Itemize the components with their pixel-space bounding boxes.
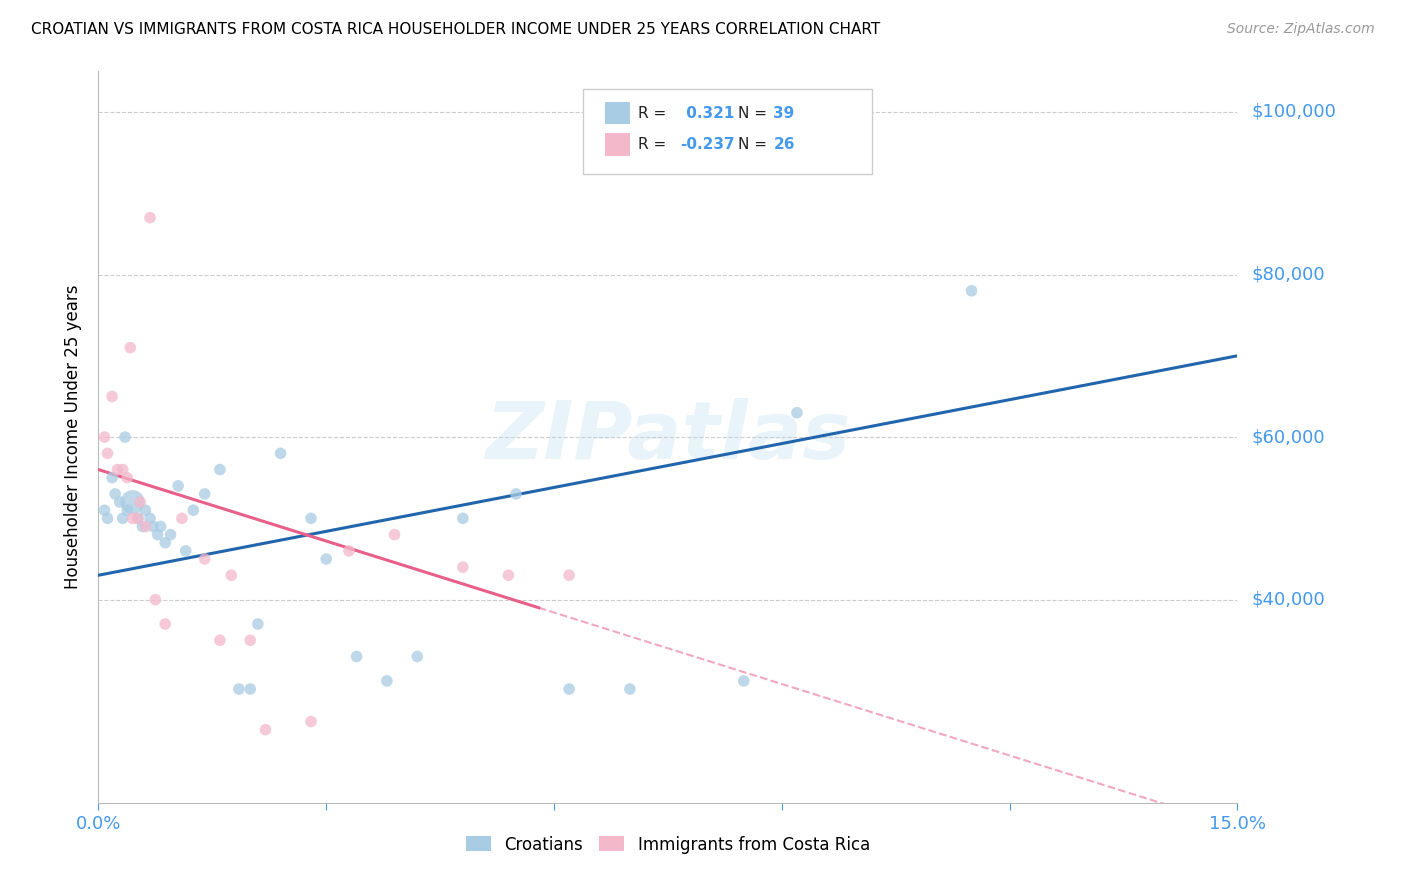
Point (127, 511, 149, 525)
Point (228, 681, 250, 696)
Point (786, 406, 808, 420)
Point (194, 552, 217, 566)
Point (120, 341, 142, 355)
Point (239, 633, 262, 648)
Point (111, 462, 134, 476)
Point (134, 519, 156, 533)
Text: CROATIAN VS IMMIGRANTS FROM COSTA RICA HOUSEHOLDER INCOME UNDER 25 YEARS CORRELA: CROATIAN VS IMMIGRANTS FROM COSTA RICA H… (31, 22, 880, 37)
Y-axis label: Householder Income Under 25 years: Householder Income Under 25 years (65, 285, 83, 590)
Text: R =: R = (638, 137, 672, 152)
Point (139, 211, 162, 225)
Text: $40,000: $40,000 (1251, 591, 1324, 608)
Point (208, 462, 231, 476)
Point (733, 673, 755, 688)
Point (375, 673, 398, 688)
Point (270, 446, 292, 460)
Point (384, 527, 406, 541)
Point (107, 462, 129, 476)
Text: Source: ZipAtlas.com: Source: ZipAtlas.com (1227, 22, 1375, 37)
Text: $100,000: $100,000 (1251, 103, 1336, 121)
Point (406, 649, 429, 664)
Point (96, 446, 118, 460)
Point (146, 527, 169, 541)
Point (619, 681, 641, 696)
Point (93, 430, 115, 444)
Point (505, 487, 527, 501)
Text: $80,000: $80,000 (1251, 266, 1324, 284)
Point (129, 495, 152, 509)
Text: N =: N = (738, 106, 772, 120)
Point (111, 511, 134, 525)
Text: 0.321: 0.321 (681, 106, 734, 120)
Point (127, 511, 149, 525)
Point (174, 544, 197, 558)
Point (121, 495, 143, 509)
Point (960, 284, 983, 298)
Point (498, 568, 520, 582)
Point (155, 617, 177, 632)
Point (183, 503, 205, 517)
Point (121, 511, 143, 525)
Text: N =: N = (738, 137, 772, 152)
Point (93, 503, 115, 517)
Point (299, 511, 322, 525)
Point (337, 544, 360, 558)
Point (145, 592, 167, 607)
Point (299, 714, 322, 729)
Point (114, 430, 136, 444)
Point (101, 471, 124, 485)
Point (108, 495, 131, 509)
Point (167, 479, 190, 493)
Point (208, 633, 231, 648)
Point (131, 519, 153, 533)
Text: ZIPatlas: ZIPatlas (485, 398, 851, 476)
Point (254, 723, 277, 737)
Point (155, 535, 177, 549)
Point (149, 519, 172, 533)
Text: 39: 39 (773, 106, 794, 120)
Text: -0.237: -0.237 (681, 137, 735, 152)
Point (221, 568, 243, 582)
Point (239, 681, 262, 696)
Text: 26: 26 (773, 137, 794, 152)
Point (117, 503, 139, 517)
Legend: Croatians, Immigrants from Costa Rica: Croatians, Immigrants from Costa Rica (458, 829, 877, 860)
Point (139, 511, 162, 525)
Point (246, 617, 269, 632)
Point (159, 527, 181, 541)
Point (117, 471, 139, 485)
Point (451, 560, 474, 574)
Point (558, 681, 581, 696)
Point (451, 511, 474, 525)
Point (96, 511, 118, 525)
Point (134, 503, 156, 517)
Text: $60,000: $60,000 (1251, 428, 1324, 446)
Point (194, 487, 217, 501)
Point (558, 568, 581, 582)
Point (315, 552, 337, 566)
Point (170, 511, 193, 525)
Text: R =: R = (638, 106, 672, 120)
Point (104, 487, 127, 501)
Point (142, 519, 165, 533)
Point (101, 389, 124, 403)
Point (346, 649, 368, 664)
